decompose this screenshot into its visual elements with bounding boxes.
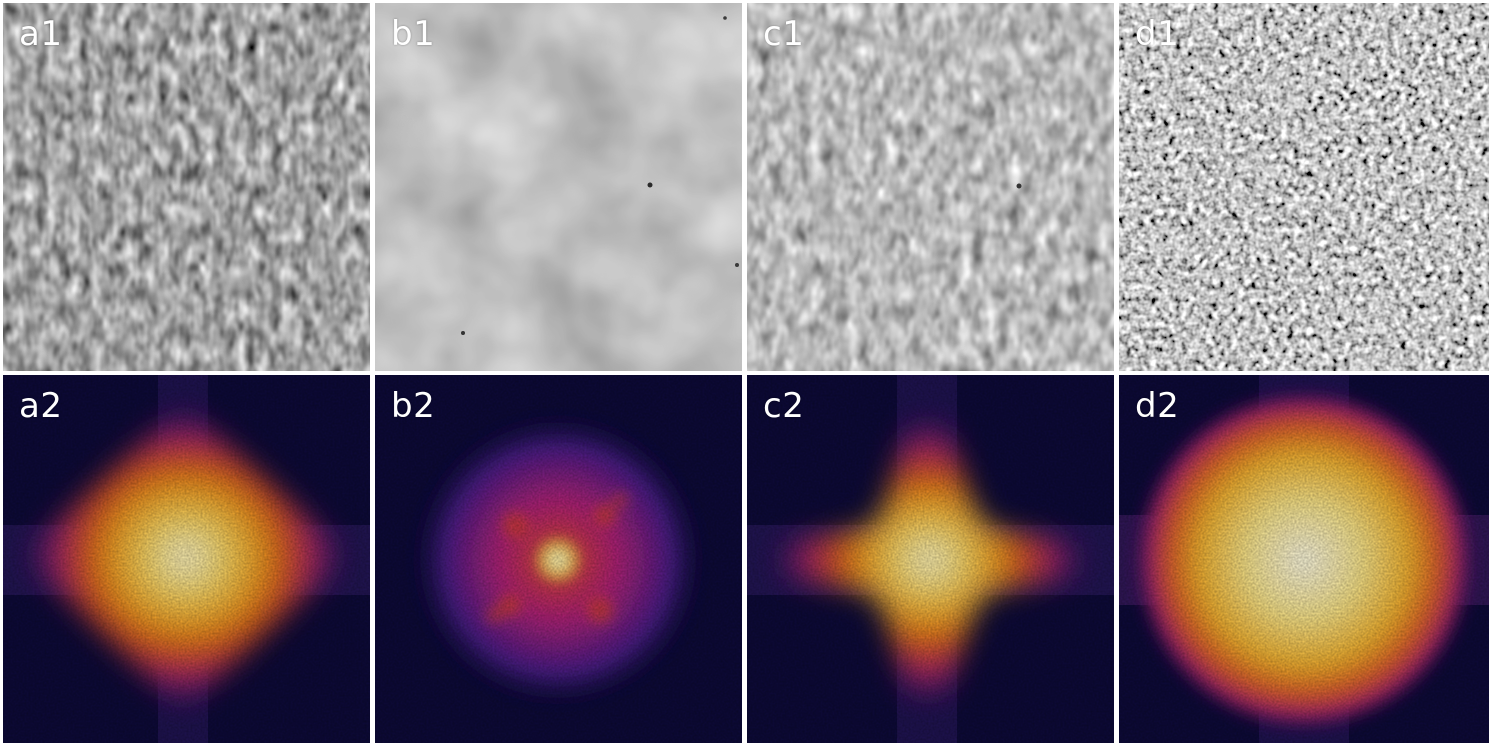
panel-d1: d1 [1119,3,1489,371]
panel-c1: c1 [747,3,1114,371]
spectrum-image-d2 [1119,375,1489,743]
speckle-image-b1 [375,3,742,371]
speckle-image-a1 [3,3,370,371]
spectrum-image-b2 [375,375,742,743]
panel-label: a1 [19,14,63,54]
panel-label: b2 [391,386,436,426]
speckle-image-c1 [747,3,1114,371]
panel-b2: b2 [375,375,742,743]
panel-a2: a2 [3,375,370,743]
panel-d2: d2 [1119,375,1489,743]
panel-label: a2 [19,386,63,426]
panel-a1: a1 [3,3,370,371]
panel-label: d1 [1135,14,1180,54]
panel-label: d2 [1135,386,1180,426]
spectrum-image-a2 [3,375,370,743]
panel-label: c2 [763,386,805,426]
speckle-image-d1 [1119,3,1489,371]
spectrum-image-c2 [747,375,1114,743]
panel-label: c1 [763,14,805,54]
panel-c2: c2 [747,375,1114,743]
panel-label: b1 [391,14,436,54]
panel-b1: b1 [375,3,742,371]
